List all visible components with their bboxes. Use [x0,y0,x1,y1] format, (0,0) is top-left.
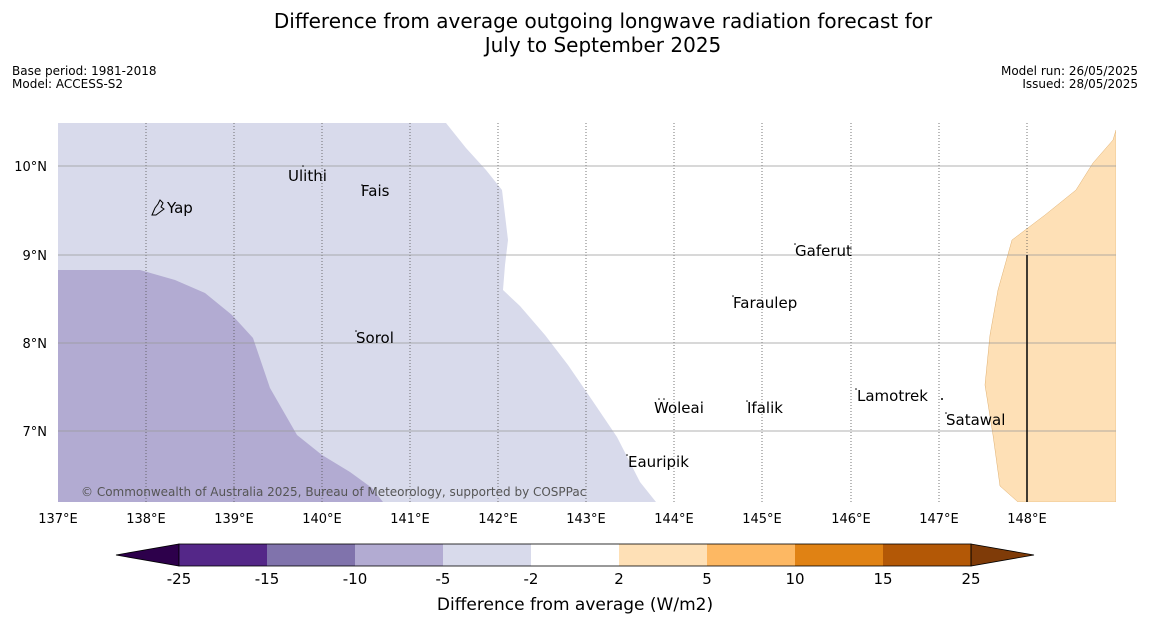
title-line-1: Difference from average outgoing longwav… [273,9,933,33]
lon-tick: 142°E [478,512,518,527]
lat-tick: 8°N [23,337,48,352]
colorbar-label: 5 [702,570,712,588]
colorbar-segment [179,544,267,566]
place-ulithi: Ulithi [288,167,327,185]
colorbar-label: -10 [343,570,368,588]
meta-right: Model run: 26/05/2025 Issued: 28/05/2025 [1001,65,1138,91]
lon-tick: 143°E [566,512,606,527]
meta-left: Base period: 1981-2018 Model: ACCESS-S2 [12,65,157,91]
colorbar-title: Difference from average (W/m2) [437,595,713,615]
place-yap: Yap [166,199,193,217]
map-panel: Ulithi Fais Yap Gaferut Faraulep Sorol L… [58,123,1116,502]
map-title: Difference from average outgoing longwav… [0,9,1150,57]
colorbar-segment [795,544,883,566]
colorbar-label: 25 [961,570,980,588]
place-ifalik: Ifalik [747,399,783,417]
colorbar-labels: -25 -15 -10 -5 -2 2 5 10 15 25 [167,570,981,588]
issued-date: Issued: 28/05/2025 [1022,77,1138,91]
model-name: Model: ACCESS-S2 [12,77,124,91]
place-satawal: Satawal [946,411,1005,429]
colorbar-outline [178,543,972,567]
colorbar-over-arrow [970,543,1035,567]
lon-tick: 137°E [38,512,78,527]
lat-tick: 10°N [14,160,47,175]
parallel-lines [58,165,1116,432]
copyright-notice: © Commonwealth of Australia 2025, Bureau… [81,485,586,499]
place-woleai: Woleai [654,399,704,417]
colorbar: -25 -15 -10 -5 -2 2 5 10 15 25 Differenc… [115,543,1035,615]
colorbar-segment [355,544,443,566]
longitude-labels: 137°E 138°E 139°E 140°E 141°E 142°E 143°… [38,512,1047,527]
colorbar-segment [267,544,355,566]
colorbar-segment [883,544,971,566]
lon-tick: 146°E [831,512,871,527]
meridian-lines [145,123,1028,502]
colorbar-label: 2 [614,570,624,588]
model-run: Model run: 26/05/2025 [1000,64,1138,78]
lon-tick: 148°E [1007,512,1047,527]
colorbar-segment [443,544,531,566]
colorbar-segment [707,544,795,566]
lon-tick: 144°E [654,512,694,527]
place-sorol: Sorol [356,329,394,347]
colorbar-under-arrow [115,543,180,567]
lat-tick: 9°N [23,249,48,264]
island-dots [302,165,947,456]
colorbar-segment [619,544,707,566]
lon-tick: 139°E [214,512,254,527]
anomaly-region-light-orange [984,129,1116,502]
place-fais: Fais [361,182,390,200]
colorbar-label: -2 [524,570,539,588]
place-faraulep: Faraulep [733,294,797,312]
anomaly-region-medium-purple [58,270,383,502]
lon-tick: 147°E [919,512,959,527]
colorbar-label: -5 [436,570,451,588]
colorbar-label: 10 [785,570,804,588]
lon-tick: 138°E [126,512,166,527]
lon-tick: 141°E [390,512,430,527]
yap-island [151,199,165,216]
colorbar-label: -25 [167,570,192,588]
base-period: Base period: 1981-2018 [12,64,157,78]
place-gaferut: Gaferut [795,242,852,260]
title-line-2: July to September 2025 [484,33,722,57]
latitude-labels: 10°N 9°N 8°N 7°N [14,160,47,440]
place-lamotrek: Lamotrek [857,387,928,405]
colorbar-label: -15 [255,570,280,588]
lat-tick: 7°N [23,425,48,440]
colorbar-label: 15 [873,570,892,588]
lon-tick: 140°E [302,512,342,527]
lon-tick: 145°E [742,512,782,527]
place-eauripik: Eauripik [628,453,689,471]
colorbar-segment [531,544,619,566]
